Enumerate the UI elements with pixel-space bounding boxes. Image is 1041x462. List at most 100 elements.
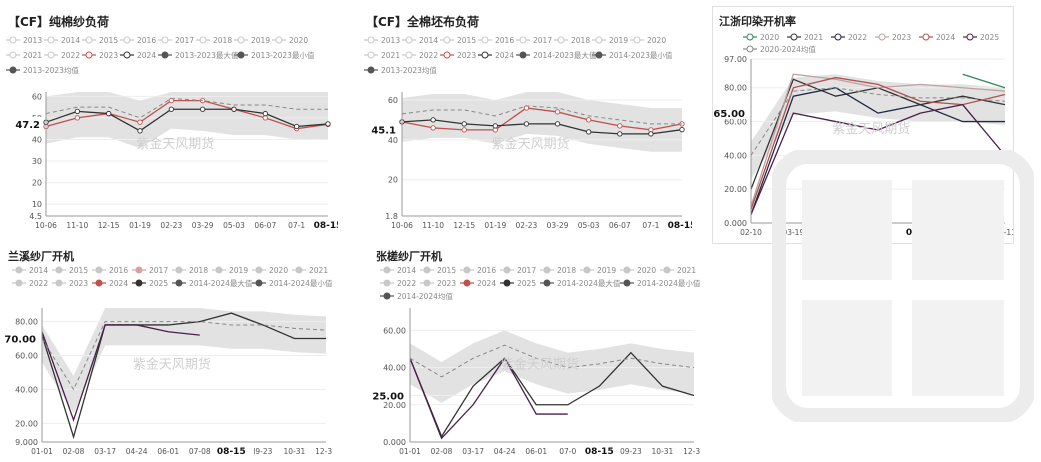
legend-item-2022[interactable]: 2022	[402, 51, 438, 60]
legend-item-2014[interactable]: 2014	[44, 36, 80, 45]
y-tick-label: 0.000	[724, 219, 747, 228]
legend-item-2022[interactable]: 2022	[44, 51, 80, 60]
legend-item-2021[interactable]: 2021	[6, 51, 42, 60]
chart-title: 张槎纱厂开机	[376, 249, 442, 263]
legend-item-2017[interactable]: 2017	[132, 266, 168, 275]
legend-item-2018[interactable]: 2018	[196, 36, 232, 45]
legend-item-2016[interactable]: 2016	[120, 36, 156, 45]
legend-item-2024[interactable]: 2024	[92, 279, 128, 288]
legend-item-2024[interactable]: 2024	[120, 51, 156, 60]
legend-item-2021[interactable]: 2021	[364, 51, 400, 60]
legend-label: 2014-2023最小值	[609, 50, 673, 60]
legend-label: 2015	[457, 36, 476, 45]
legend-item-2015[interactable]: 2015	[420, 266, 456, 275]
x-tick-label: 12-31	[315, 447, 332, 456]
legend-item-2024[interactable]: 2024	[919, 33, 955, 42]
legend-item-2013-2023均值[interactable]: 2013-2023均值	[6, 65, 79, 75]
legend-item-2023[interactable]: 2023	[875, 33, 911, 42]
legend-item-2022[interactable]: 2022	[380, 279, 416, 288]
legend-label: 2021	[677, 266, 696, 275]
legend-item-2013-2023均值[interactable]: 2013-2023均值	[364, 65, 437, 75]
legend-item-2014-2023最小值[interactable]: 2014-2023最小值	[592, 50, 673, 60]
legend-item-2025[interactable]: 2025	[500, 279, 536, 288]
x-tick-label: 01-19	[129, 221, 151, 230]
legend-item-2013[interactable]: 2013	[6, 36, 42, 45]
legend-item-2016[interactable]: 2016	[478, 36, 514, 45]
legend-item-2014-2024最大值[interactable]: 2014-2024最大值	[540, 278, 621, 288]
watermark-text: 紫金天风期货	[492, 136, 570, 152]
legend-item-2014-2024最小值[interactable]: 2014-2024最小值	[252, 278, 333, 288]
legend-label: 2020	[647, 36, 666, 45]
legend-item-2016[interactable]: 2016	[92, 266, 128, 275]
legend-item-2023[interactable]: 2023	[420, 279, 456, 288]
series-line-2025	[750, 103, 1006, 215]
x-tick-label: 07-08	[189, 447, 211, 456]
legend-item-2023[interactable]: 2023	[440, 51, 476, 60]
y-tick-label: 1.8	[385, 212, 398, 221]
legend-item-2015[interactable]: 2015	[52, 266, 88, 275]
legend-item-2020[interactable]: 2020	[272, 36, 308, 45]
legend-label: 2015	[437, 266, 456, 275]
x-tick-label: 03-19	[782, 228, 804, 237]
legend-item-2013-2023最小值[interactable]: 2013-2023最小值	[234, 50, 315, 60]
series-line-2025	[409, 357, 568, 440]
legend-item-2022[interactable]: 2022	[831, 33, 867, 42]
series-line-2023	[45, 99, 329, 130]
legend-item-2019[interactable]: 2019	[580, 266, 616, 275]
legend-item-2024[interactable]: 2024	[478, 51, 514, 60]
legend-label: 2023	[892, 33, 911, 42]
legend-item-2013[interactable]: 2013	[364, 36, 400, 45]
legend-item-2021[interactable]: 2021	[787, 33, 823, 42]
legend-item-2023[interactable]: 2023	[52, 279, 88, 288]
y-tick-label: 30	[32, 157, 42, 166]
legend-item-2016[interactable]: 2016	[460, 266, 496, 275]
legend-item-2018[interactable]: 2018	[540, 266, 576, 275]
legend-item-2020[interactable]: 2020	[743, 33, 779, 42]
legend: 2013 2014 2015 2016 2017 2018 2019 2020 2021 2022…	[6, 36, 315, 75]
legend-item-2025[interactable]: 2025	[963, 33, 999, 42]
legend-item-2020[interactable]: 2020	[630, 36, 666, 45]
legend-item-2017[interactable]: 2017	[500, 266, 536, 275]
legend-item-2014-2024最小值[interactable]: 2014-2024最小值	[620, 278, 701, 288]
data-point	[461, 121, 467, 127]
legend-label: 2020	[289, 36, 308, 45]
legend-label: 2014	[397, 266, 416, 275]
legend-item-2021[interactable]: 2021	[292, 266, 328, 275]
legend-item-2024[interactable]: 2024	[460, 279, 496, 288]
legend-item-2021[interactable]: 2021	[660, 266, 696, 275]
series-lines: 紫金天风期货	[750, 73, 1006, 215]
legend-item-2014-2023最大值[interactable]: 2014-2023最大值	[516, 50, 597, 60]
legend-item-2014[interactable]: 2014	[380, 266, 416, 275]
legend-item-2018[interactable]: 2018	[554, 36, 590, 45]
legend-item-2019[interactable]: 2019	[234, 36, 270, 45]
data-point	[430, 117, 436, 123]
legend-item-2013-2023最大值[interactable]: 2013-2023最大值	[158, 50, 239, 60]
legend-label: 2013-2023均值	[381, 65, 437, 75]
legend-item-2025[interactable]: 2025	[132, 279, 168, 288]
legend-item-2015[interactable]: 2015	[82, 36, 118, 45]
legend-label: 2017	[533, 36, 552, 45]
data-point	[231, 106, 237, 112]
legend-item-2019[interactable]: 2019	[592, 36, 628, 45]
legend-item-2020-2024均值[interactable]: 2020-2024均值	[743, 44, 816, 54]
legend-item-2014-2024最大值[interactable]: 2014-2024最大值	[172, 278, 253, 288]
range-band	[46, 92, 328, 149]
y-tick-label: 10	[32, 200, 42, 209]
legend-item-2019[interactable]: 2019	[212, 266, 248, 275]
legend-item-2014[interactable]: 2014	[402, 36, 438, 45]
legend-item-2017[interactable]: 2017	[158, 36, 194, 45]
data-point	[461, 127, 467, 133]
legend-item-2023[interactable]: 2023	[82, 51, 118, 60]
legend-item-2018[interactable]: 2018	[172, 266, 208, 275]
legend-item-2020[interactable]: 2020	[252, 266, 288, 275]
legend-item-2020[interactable]: 2020	[620, 266, 656, 275]
legend-item-2014-2024均值[interactable]: 2014-2024均值	[380, 291, 453, 301]
legend-item-2014[interactable]: 2014	[12, 266, 48, 275]
legend-item-2017[interactable]: 2017	[516, 36, 552, 45]
x-axis: 01-01 02-08 03-17 04-24 06-01 07-0 08-15 09-23 1…	[399, 441, 705, 457]
legend-item-2022[interactable]: 2022	[12, 279, 48, 288]
legend-label: 2021	[381, 51, 400, 60]
y-tick-label: 60.00	[15, 351, 38, 360]
y-tick-label: 60	[388, 96, 398, 105]
legend-item-2015[interactable]: 2015	[440, 36, 476, 45]
